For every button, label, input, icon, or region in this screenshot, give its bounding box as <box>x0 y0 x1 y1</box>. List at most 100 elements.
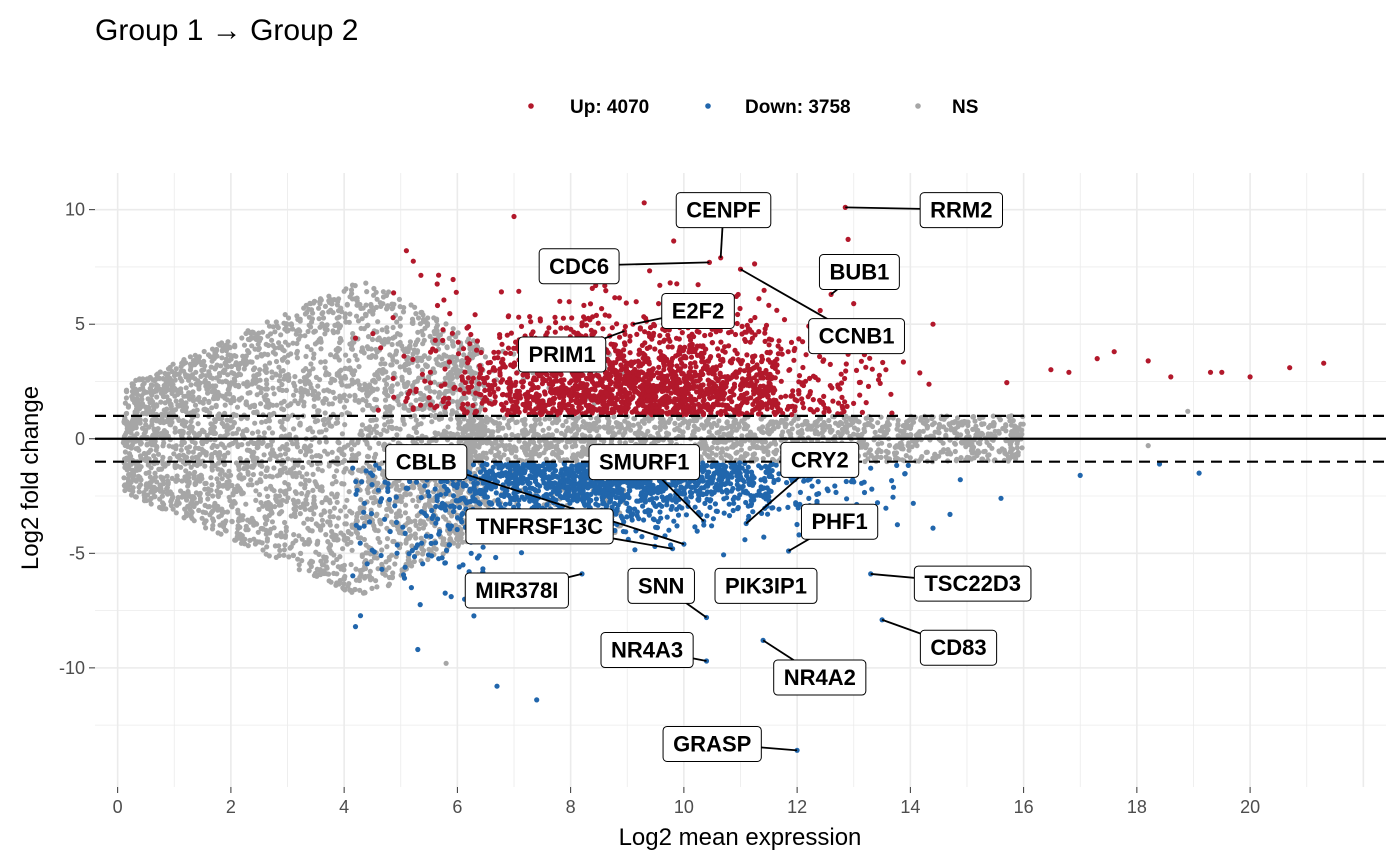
scatter-points <box>120 200 1327 753</box>
data-point <box>367 464 373 470</box>
data-point <box>365 573 371 579</box>
data-point <box>780 429 786 435</box>
data-point <box>549 443 556 449</box>
data-point <box>173 510 179 516</box>
data-point <box>368 495 374 501</box>
data-point <box>439 356 445 362</box>
data-point <box>719 446 725 452</box>
data-point <box>294 444 301 450</box>
data-point <box>249 454 255 460</box>
data-point <box>987 422 994 428</box>
data-point <box>243 361 249 367</box>
data-point <box>484 455 490 461</box>
data-point <box>346 489 352 495</box>
data-point <box>319 484 325 490</box>
data-point <box>546 425 552 431</box>
data-point <box>252 420 258 426</box>
data-point <box>724 446 730 452</box>
data-point <box>199 446 205 453</box>
data-point <box>264 381 270 387</box>
data-point <box>272 329 278 335</box>
data-point <box>389 362 395 368</box>
data-point <box>277 470 283 476</box>
data-point <box>299 490 305 497</box>
data-point <box>165 397 172 403</box>
data-point <box>412 531 418 537</box>
data-point <box>316 439 323 445</box>
data-point <box>515 432 521 439</box>
data-point <box>270 385 276 391</box>
data-point <box>144 481 150 487</box>
data-point <box>186 449 192 455</box>
data-point <box>182 477 188 483</box>
data-point <box>296 567 302 573</box>
data-point <box>160 475 166 481</box>
data-point <box>284 321 290 327</box>
data-point <box>413 522 419 529</box>
data-point <box>157 486 164 492</box>
data-point <box>347 365 353 371</box>
data-point <box>503 433 509 439</box>
data-point <box>134 418 140 424</box>
data-point <box>237 455 243 462</box>
data-point <box>209 526 216 532</box>
data-point <box>379 327 385 333</box>
data-point <box>358 428 364 434</box>
data-point <box>202 486 208 492</box>
data-point <box>342 314 348 320</box>
data-point <box>187 423 194 429</box>
data-point <box>362 381 368 387</box>
data-point <box>173 366 179 372</box>
data-point <box>1008 422 1015 428</box>
data-point <box>446 335 452 341</box>
data-point <box>272 351 278 357</box>
data-point <box>436 416 442 422</box>
data-point <box>384 304 390 310</box>
data-point <box>386 581 392 587</box>
data-point <box>164 406 170 412</box>
data-point <box>152 474 159 480</box>
data-point <box>952 448 958 455</box>
data-point <box>494 445 500 451</box>
data-point <box>413 417 419 423</box>
data-point <box>227 441 234 447</box>
data-point <box>229 363 235 370</box>
data-point <box>353 566 359 572</box>
data-point <box>322 331 328 337</box>
data-point <box>405 535 411 541</box>
data-point <box>554 428 560 434</box>
data-point <box>728 431 734 437</box>
data-point <box>245 517 251 523</box>
data-point <box>315 466 321 472</box>
data-point <box>329 491 335 497</box>
data-point <box>468 414 474 420</box>
data-point <box>257 367 263 373</box>
data-point <box>180 418 186 424</box>
data-point <box>795 423 801 429</box>
data-point <box>400 309 407 315</box>
data-point <box>252 346 258 352</box>
data-point <box>652 424 659 431</box>
data-point <box>279 406 285 412</box>
data-point <box>210 516 216 522</box>
data-point <box>247 390 253 396</box>
data-point <box>136 467 142 473</box>
data-point <box>234 404 241 410</box>
data-point <box>558 430 565 436</box>
data-point <box>221 344 227 350</box>
data-point <box>285 359 291 365</box>
data-point <box>337 335 343 342</box>
data-point <box>288 351 294 357</box>
data-point <box>148 501 154 507</box>
data-point <box>453 363 459 370</box>
data-point <box>867 447 874 453</box>
data-point <box>354 298 360 304</box>
data-point <box>308 361 314 367</box>
data-point <box>280 444 286 450</box>
data-point <box>314 540 321 547</box>
data-point <box>254 409 260 415</box>
data-point <box>404 382 410 388</box>
data-point <box>417 390 424 396</box>
data-point <box>883 448 890 454</box>
data-point <box>813 428 819 434</box>
